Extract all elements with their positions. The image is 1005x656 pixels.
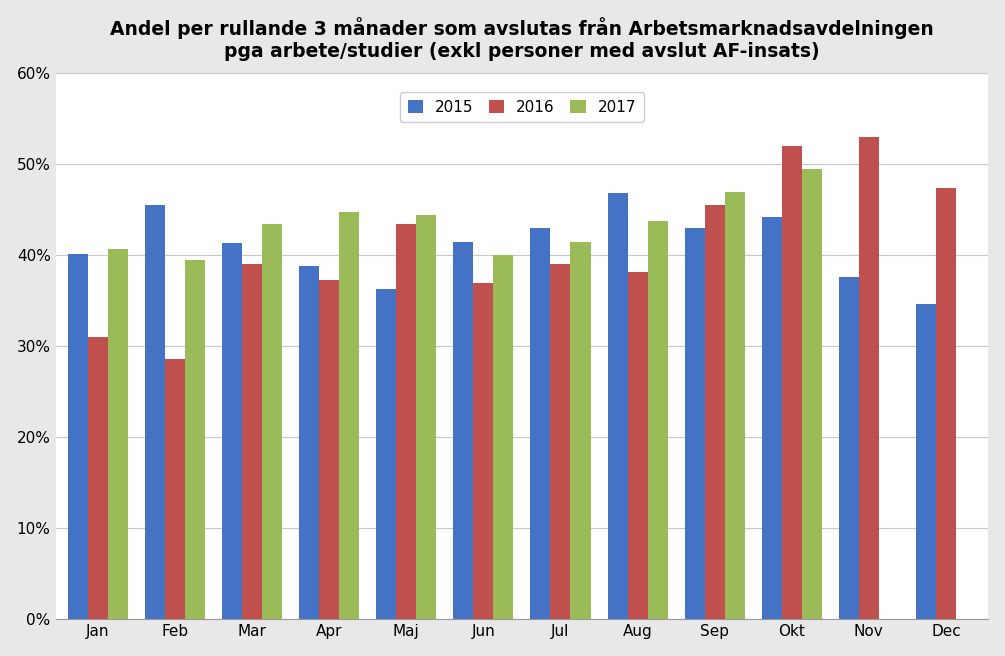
- Bar: [262, 224, 282, 619]
- Bar: [376, 289, 396, 619]
- Bar: [531, 228, 551, 619]
- Bar: [859, 137, 878, 619]
- Bar: [320, 280, 340, 619]
- Bar: [416, 215, 436, 619]
- Bar: [453, 241, 473, 619]
- Bar: [493, 255, 514, 619]
- Bar: [916, 304, 936, 619]
- Bar: [222, 243, 242, 619]
- Bar: [936, 188, 956, 619]
- Bar: [185, 260, 205, 619]
- Bar: [802, 169, 822, 619]
- Bar: [473, 283, 493, 619]
- Bar: [68, 255, 87, 619]
- Bar: [108, 249, 128, 619]
- Bar: [571, 241, 591, 619]
- Bar: [551, 264, 571, 619]
- Legend: 2015, 2016, 2017: 2015, 2016, 2017: [400, 92, 644, 122]
- Bar: [145, 205, 165, 619]
- Bar: [647, 221, 667, 619]
- Bar: [165, 359, 185, 619]
- Bar: [725, 192, 745, 619]
- Bar: [762, 217, 782, 619]
- Bar: [684, 228, 705, 619]
- Bar: [782, 146, 802, 619]
- Title: Andel per rullande 3 månader som avslutas från Arbetsmarknadsavdelningen
pga arb: Andel per rullande 3 månader som avsluta…: [111, 16, 934, 60]
- Bar: [705, 205, 725, 619]
- Bar: [607, 194, 627, 619]
- Bar: [396, 224, 416, 619]
- Bar: [299, 266, 320, 619]
- Bar: [242, 264, 262, 619]
- Bar: [627, 272, 647, 619]
- Bar: [340, 212, 359, 619]
- Bar: [87, 337, 108, 619]
- Bar: [839, 277, 859, 619]
